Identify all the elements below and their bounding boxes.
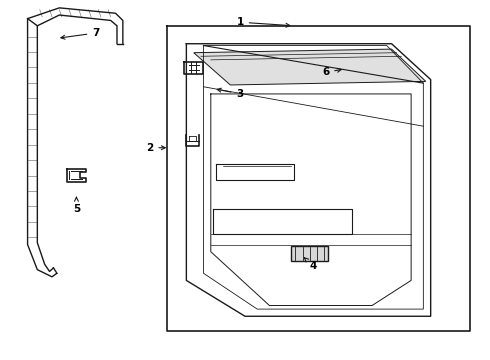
Text: 7: 7 (61, 28, 99, 39)
Text: 2: 2 (146, 143, 165, 153)
Text: 3: 3 (217, 88, 244, 99)
Polygon shape (194, 49, 426, 85)
Text: 6: 6 (322, 67, 341, 77)
Text: 4: 4 (304, 258, 317, 271)
Text: 1: 1 (237, 17, 290, 27)
Bar (292, 246, 328, 261)
Text: 5: 5 (73, 197, 80, 214)
